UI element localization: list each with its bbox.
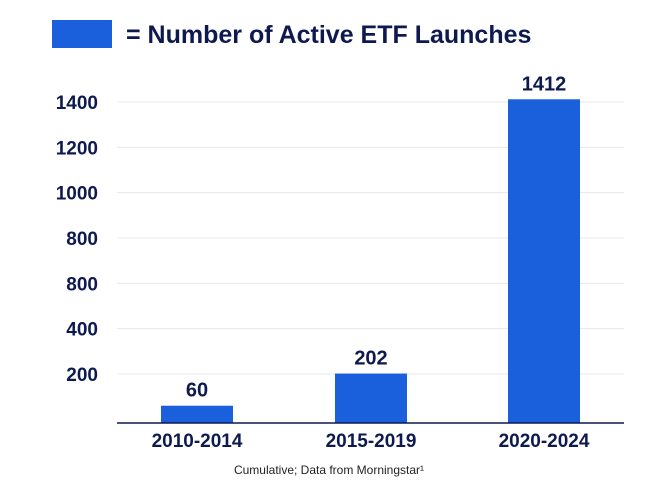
y-axis-ticks: 200 400 800 800 1000 1200 1400 bbox=[56, 93, 98, 386]
x-category-label: 2010-2014 bbox=[152, 431, 243, 452]
data-label-2015-2019: 202 bbox=[354, 348, 387, 370]
y-tick-label: 800 bbox=[66, 274, 98, 295]
data-label-2010-2014: 60 bbox=[186, 380, 208, 402]
gridlines bbox=[117, 101, 624, 375]
y-tick-label: 1000 bbox=[56, 184, 98, 205]
y-tick-label: 800 bbox=[66, 229, 98, 250]
y-tick-label: 200 bbox=[66, 365, 98, 386]
x-axis-categories: 2010-2014 2015-2019 2020-2024 bbox=[152, 431, 590, 452]
data-labels: 60 202 1412 bbox=[186, 73, 566, 401]
bar-2010-2014 bbox=[161, 405, 233, 423]
x-category-label: 2015-2019 bbox=[326, 431, 417, 452]
bar-2015-2019 bbox=[335, 373, 407, 423]
y-tick-label: 1400 bbox=[56, 93, 98, 114]
x-category-label: 2020-2024 bbox=[499, 431, 590, 452]
y-tick-label: 400 bbox=[66, 320, 98, 341]
bar-2020-2024 bbox=[508, 99, 580, 423]
footnote: Cumulative; Data from Morningstar¹ bbox=[234, 463, 424, 477]
legend-swatch bbox=[52, 20, 112, 48]
legend-label: = Number of Active ETF Launches bbox=[126, 21, 531, 49]
y-tick-label: 1200 bbox=[56, 138, 98, 159]
data-label-2020-2024: 1412 bbox=[522, 73, 567, 95]
bars bbox=[161, 99, 580, 423]
legend: = Number of Active ETF Launches bbox=[52, 20, 531, 49]
